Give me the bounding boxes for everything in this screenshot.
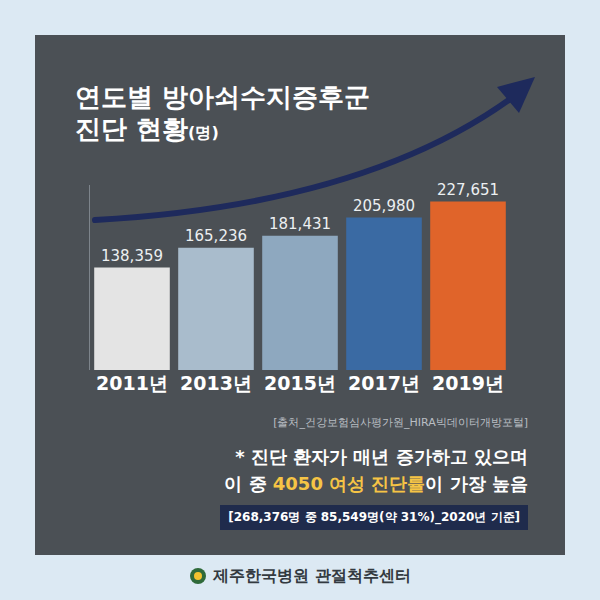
svg-text:181,431: 181,431 <box>269 215 331 233</box>
html-text:이 중4050 여성 진단률이 가장 높음: 이 중4050 여성 진단률이 가장 높음 <box>224 473 528 494</box>
html-text:[268,376명 중 85,549명(약 31%)_202: [268,376명 중 85,549명(약 31%)_2020년 기준] <box>228 510 520 524</box>
svg-text:2015년: 2015년 <box>264 372 336 394</box>
svg-text:165,236: 165,236 <box>185 227 247 245</box>
svg-text:2017년: 2017년 <box>348 372 420 394</box>
html-text:연도별 방아쇠수지증후군 진단 현황(명): 연도별 방아쇠수지증후군 진단 현황(명) <box>75 82 371 144</box>
svg-text:2013년: 2013년 <box>180 372 252 394</box>
svg-text:227,651: 227,651 <box>437 181 499 199</box>
svg-text:205,980: 205,980 <box>353 197 415 215</box>
svg-text:2019년: 2019년 <box>432 372 504 394</box>
svg-text:138,359: 138,359 <box>101 247 163 265</box>
html-text:[출처_건강보험심사평가원_HIRA빅데이터개방포털]: [출처_건강보험심사평가원_HIRA빅데이터개방포털] <box>273 416 528 429</box>
html-text:* 진단 환자가 매년 증가하고 있으며: * 진단 환자가 매년 증가하고 있으며 <box>235 446 528 467</box>
svg-text:2011년: 2011년 <box>96 372 168 394</box>
html-text:제주한국병원 관절척추센터: 제주한국병원 관절척추센터 <box>213 566 411 585</box>
